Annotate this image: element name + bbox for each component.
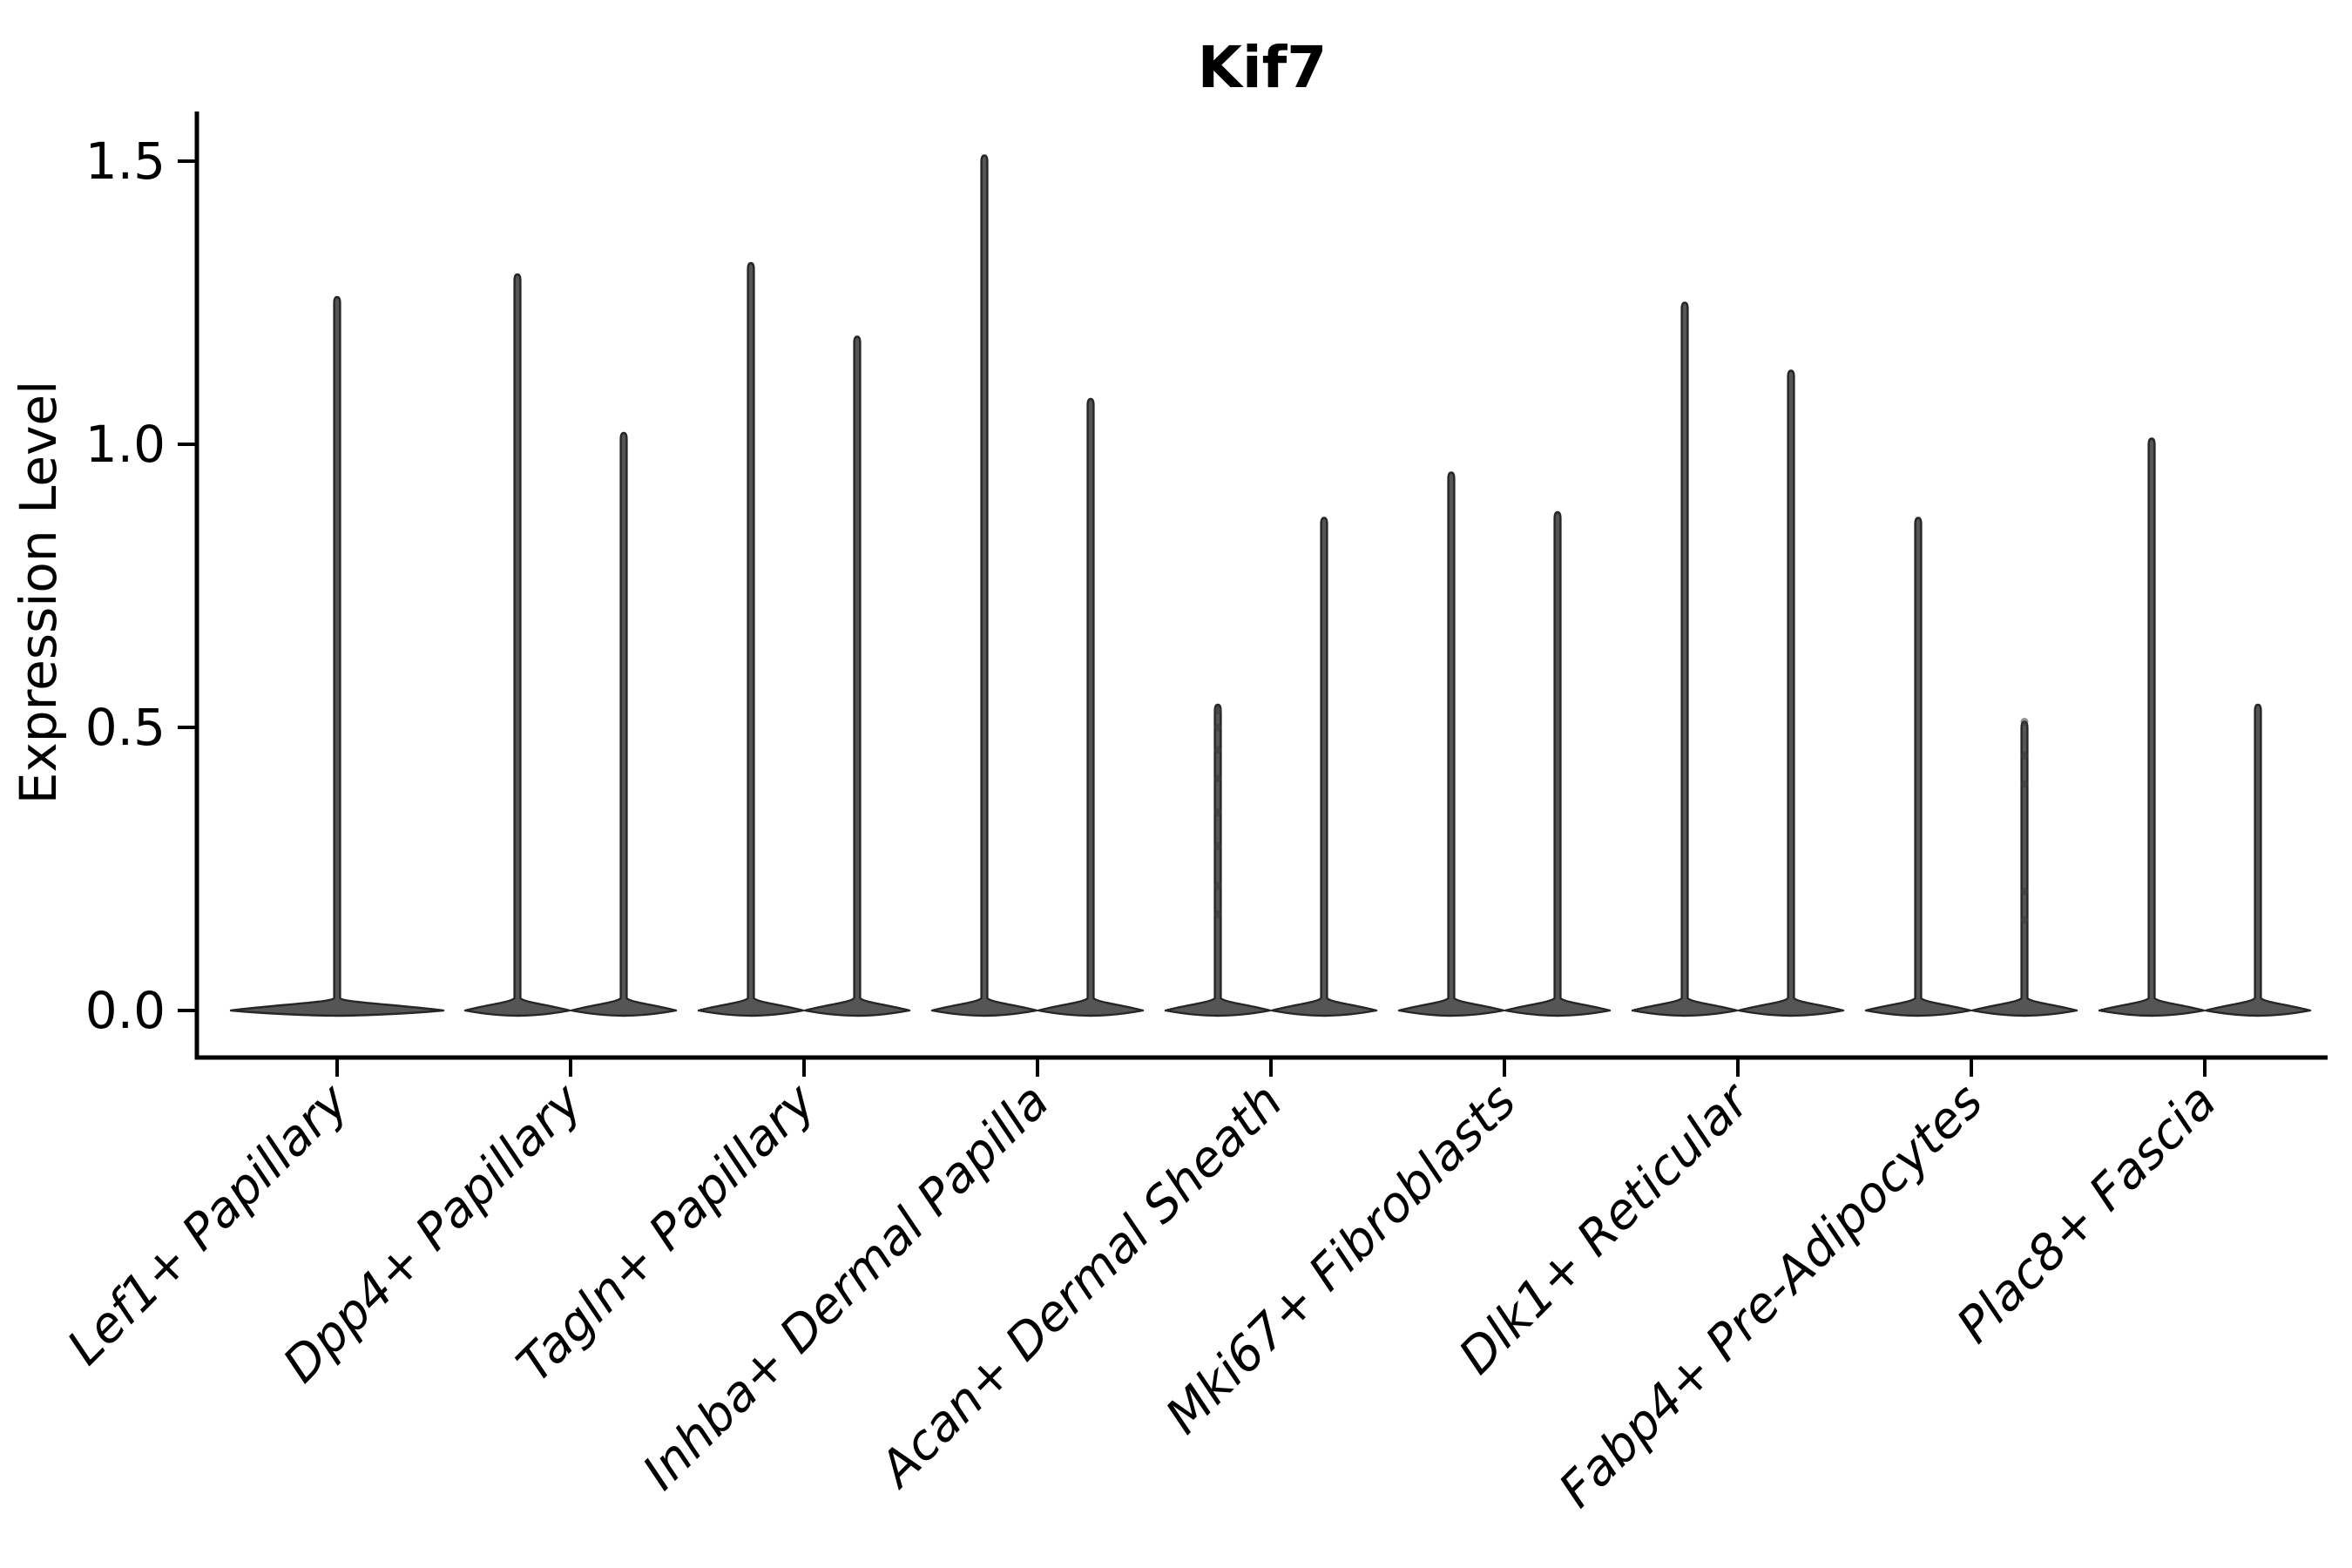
violin-shape (1504, 510, 1612, 1017)
expression-point (2020, 718, 2029, 726)
expression-point (2020, 752, 2029, 760)
y-tick-label: 0.0 (85, 981, 166, 1040)
expression-point (1213, 808, 1222, 816)
violin-shape (229, 295, 445, 1017)
expression-point (1213, 774, 1222, 782)
y-axis-label: Expression Level (9, 381, 68, 804)
violin-shape (2098, 437, 2206, 1017)
violin-shape (570, 431, 678, 1017)
violin-shape (930, 154, 1038, 1017)
violin-shape (463, 273, 571, 1017)
expression-point (1213, 706, 1222, 714)
expression-point (1213, 842, 1222, 850)
x-tick-label: Fabp4+ Pre-Adipocytes (1549, 1073, 1994, 1518)
violin-shape (803, 335, 911, 1017)
violin-shape (1397, 471, 1505, 1017)
violin-shape (1037, 397, 1145, 1017)
y-tick-label: 1.5 (85, 132, 166, 191)
expression-point (1213, 910, 1222, 918)
y-tick-label: 1.0 (85, 415, 166, 474)
violin-shape (697, 261, 805, 1017)
expression-point (1213, 723, 1222, 732)
violin-shape (1270, 517, 1378, 1017)
violin-shape (1737, 369, 1845, 1017)
expression-point (2020, 780, 2029, 788)
expression-point (1213, 882, 1222, 890)
chart-title: Kif7 (1198, 34, 1327, 101)
x-tick-label: Acan+ Dermal Sheath (868, 1073, 1294, 1499)
y-tick-label: 0.5 (85, 698, 166, 757)
violin-shape (2204, 703, 2312, 1017)
violin-shape (1864, 517, 1972, 1017)
expression-point (2020, 888, 2029, 896)
expression-point (2020, 916, 2029, 924)
expression-point (1213, 746, 1222, 754)
violin-shape (1970, 720, 2078, 1017)
violin-shape (1631, 301, 1739, 1017)
x-tick-label: Inhba+ Dermal Papilla (632, 1073, 1060, 1501)
